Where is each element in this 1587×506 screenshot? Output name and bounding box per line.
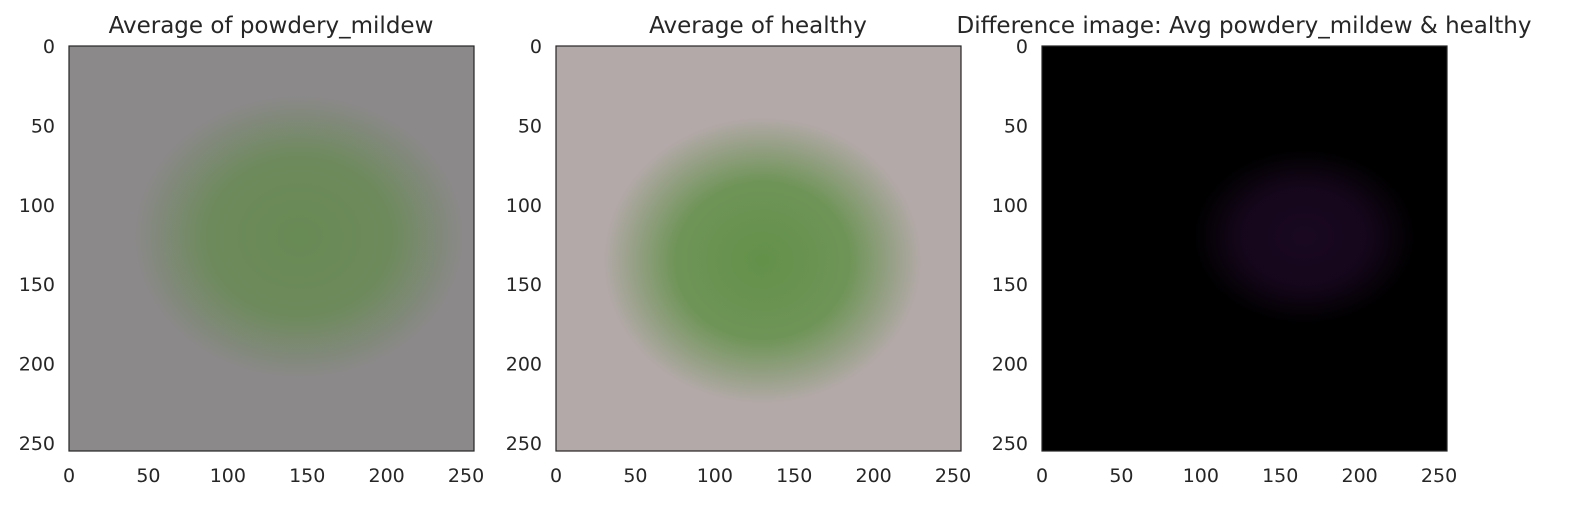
y-tick-label: 150 [19, 274, 55, 296]
x-tick-label: 100 [1183, 465, 1219, 487]
image-blob [603, 117, 922, 404]
image-blob [1192, 149, 1416, 324]
plot-frame [68, 45, 475, 452]
x-tick-label: 50 [623, 465, 647, 487]
y-tick-label: 100 [992, 195, 1028, 217]
y-tick-label: 100 [506, 195, 542, 217]
panel-title: Average of healthy [649, 13, 867, 39]
y-tick-label: 0 [43, 36, 55, 58]
x-tick-label: 0 [63, 465, 75, 487]
y-tick-label: 50 [518, 115, 542, 137]
x-tick-label: 50 [1109, 465, 1133, 487]
y-tick-label: 200 [19, 354, 55, 376]
x-tick-label: 50 [136, 465, 160, 487]
y-tick-label: 200 [992, 354, 1028, 376]
y-tick-label: 100 [19, 195, 55, 217]
y-tick-label: 200 [506, 354, 542, 376]
x-tick-label: 200 [369, 465, 405, 487]
x-tick-label: 100 [210, 465, 246, 487]
panel-title: Difference image: Avg powdery_mildew & h… [956, 13, 1531, 39]
y-tick-label: 50 [1004, 115, 1028, 137]
panel-1: Average of powdery_mildew 0 50 100 150 200 250… [19, 13, 484, 487]
x-tick-label: 250 [1421, 465, 1457, 487]
panel-title: Average of powdery_mildew [109, 13, 434, 39]
image-blob [132, 93, 467, 380]
x-tick-label: 150 [289, 465, 325, 487]
x-tick-label: 150 [1262, 465, 1298, 487]
y-tick-label: 150 [992, 274, 1028, 296]
y-tick-label: 150 [506, 274, 542, 296]
panel-3: Difference image: Avg powdery_mildew & h… [956, 13, 1531, 487]
x-tick-label: 200 [856, 465, 892, 487]
x-tick-label: 0 [1036, 465, 1048, 487]
y-tick-label: 0 [530, 36, 542, 58]
x-tick-label: 0 [550, 465, 562, 487]
plot-frame [1041, 45, 1448, 452]
x-tick-label: 250 [448, 465, 484, 487]
x-tick-label: 200 [1342, 465, 1378, 487]
y-tick-label: 50 [31, 115, 55, 137]
y-tick-label: 250 [19, 433, 55, 455]
y-tick-label: 250 [506, 433, 542, 455]
plot-frame [555, 45, 962, 452]
x-tick-label: 100 [697, 465, 733, 487]
y-tick-label: 250 [992, 433, 1028, 455]
y-tick-label: 0 [1016, 36, 1028, 58]
x-tick-label: 150 [776, 465, 812, 487]
x-tick-label: 250 [935, 465, 971, 487]
panel-2: Average of healthy 0 50 100 150 200 250 0 50 100 1… [506, 13, 971, 487]
